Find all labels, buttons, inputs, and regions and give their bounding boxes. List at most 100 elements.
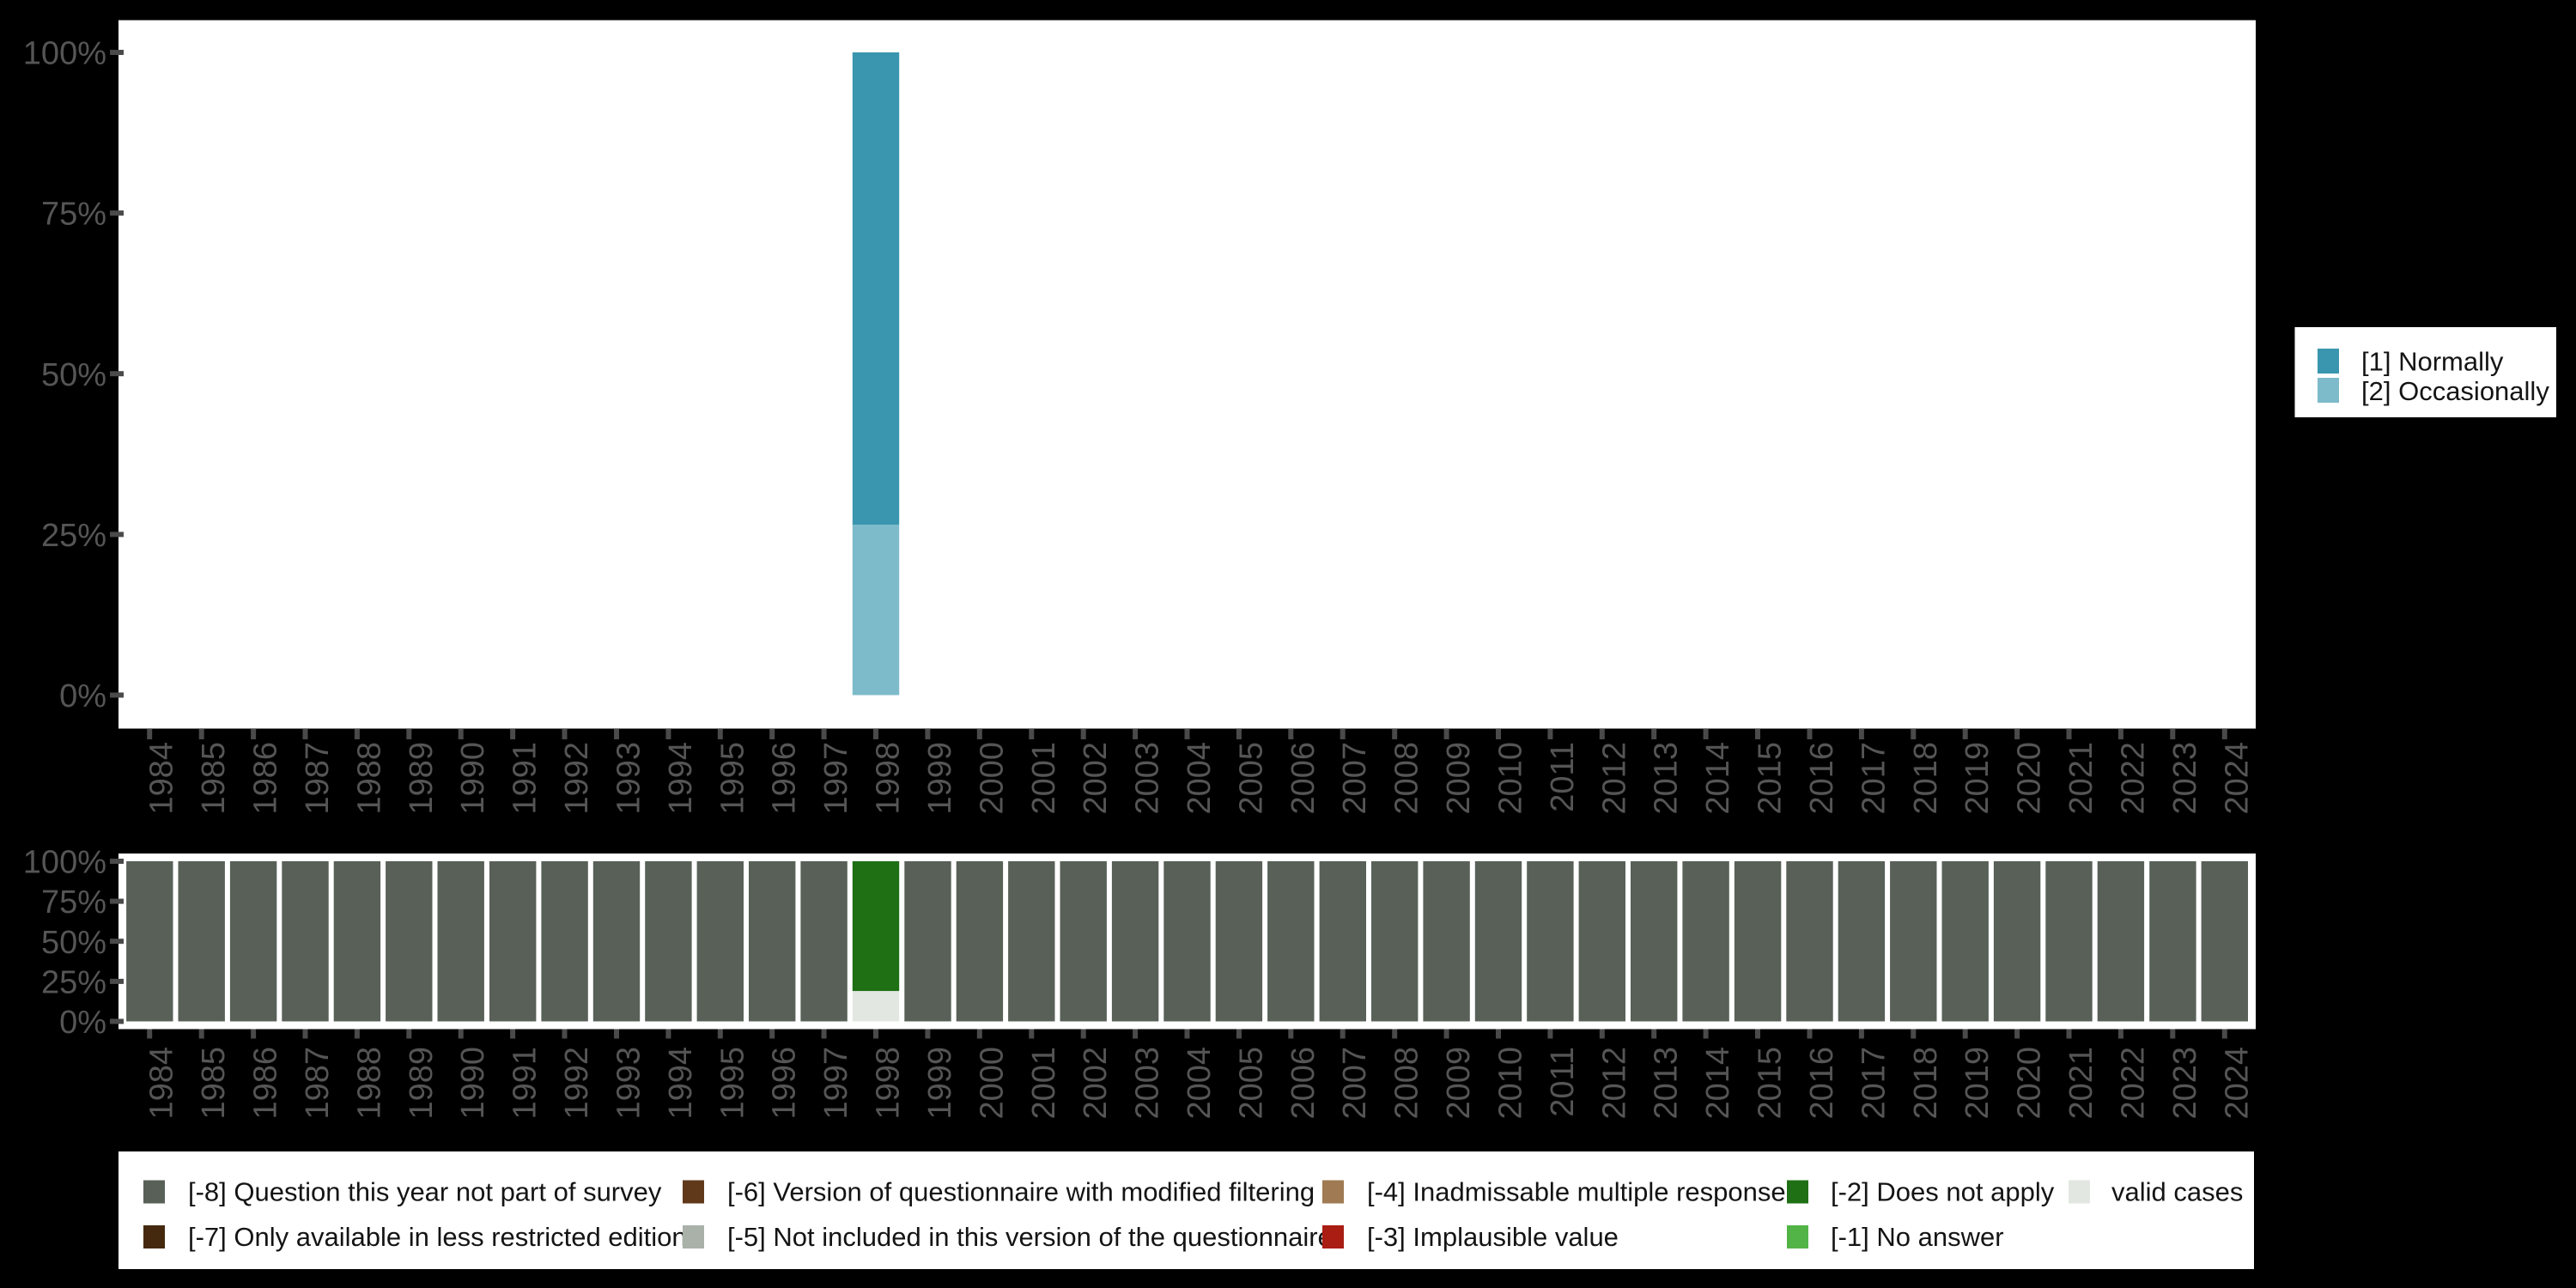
svg-text:2016: 2016: [1804, 1047, 1840, 1120]
svg-text:2005: 2005: [1233, 742, 1269, 815]
svg-text:2020: 2020: [2012, 1047, 2048, 1120]
svg-text:2003: 2003: [1130, 742, 1166, 815]
svg-text:2024: 2024: [2219, 1047, 2255, 1120]
svg-text:1999: 1999: [922, 742, 958, 815]
svg-text:2010: 2010: [1493, 742, 1529, 815]
svg-text:2013: 2013: [1649, 742, 1685, 815]
svg-text:2015: 2015: [1753, 1047, 1789, 1120]
svg-text:2004: 2004: [1182, 1047, 1218, 1120]
svg-text:1995: 1995: [714, 1047, 750, 1120]
svg-text:75%: 75%: [41, 884, 106, 920]
svg-text:2012: 2012: [1596, 1047, 1632, 1120]
svg-text:0%: 0%: [59, 1005, 106, 1041]
svg-text:1993: 1993: [611, 1047, 647, 1120]
svg-text:1994: 1994: [663, 742, 699, 815]
svg-text:[-4] Inadmissable multiple res: [-4] Inadmissable multiple response: [1367, 1177, 1786, 1207]
svg-text:1998: 1998: [871, 742, 907, 815]
svg-text:[-2] Does not apply: [-2] Does not apply: [1831, 1177, 2055, 1207]
svg-text:1989: 1989: [404, 1047, 440, 1120]
svg-text:2001: 2001: [1026, 742, 1062, 815]
svg-text:2007: 2007: [1337, 1047, 1373, 1120]
svg-text:2008: 2008: [1389, 742, 1425, 815]
svg-text:[-7] Only available in less re: [-7] Only available in less restricted e…: [188, 1222, 687, 1252]
svg-text:2018: 2018: [1908, 1047, 1944, 1120]
svg-text:1984: 1984: [144, 742, 180, 815]
svg-text:1990: 1990: [455, 1047, 491, 1120]
svg-text:1998: 1998: [871, 1047, 907, 1120]
svg-text:2000: 2000: [974, 742, 1010, 815]
svg-text:1984: 1984: [144, 1047, 180, 1120]
svg-text:2017: 2017: [1856, 742, 1892, 815]
svg-text:1986: 1986: [248, 742, 284, 815]
svg-text:2002: 2002: [1078, 742, 1114, 815]
svg-text:2021: 2021: [2063, 742, 2099, 815]
svg-text:2020: 2020: [2012, 742, 2048, 815]
svg-text:valid cases: valid cases: [2111, 1177, 2243, 1207]
svg-text:2024: 2024: [2219, 742, 2255, 815]
svg-text:2009: 2009: [1441, 1047, 1477, 1120]
svg-text:1995: 1995: [714, 742, 750, 815]
svg-text:2022: 2022: [2115, 1047, 2151, 1120]
svg-text:100%: 100%: [23, 36, 106, 72]
svg-text:1992: 1992: [559, 1047, 595, 1120]
svg-text:1987: 1987: [300, 742, 336, 815]
svg-text:1985: 1985: [196, 742, 232, 815]
svg-text:25%: 25%: [41, 964, 106, 1000]
svg-text:[2] Occasionally: [2] Occasionally: [2361, 376, 2549, 406]
svg-text:2022: 2022: [2115, 742, 2151, 815]
svg-text:2014: 2014: [1700, 742, 1736, 815]
svg-text:2023: 2023: [2167, 1047, 2203, 1120]
svg-text:2017: 2017: [1856, 1047, 1892, 1120]
svg-text:2019: 2019: [1959, 1047, 1996, 1120]
svg-text:1991: 1991: [507, 742, 544, 815]
svg-text:2006: 2006: [1285, 742, 1321, 815]
svg-text:2004: 2004: [1182, 742, 1218, 815]
svg-text:2011: 2011: [1545, 742, 1581, 812]
svg-text:2019: 2019: [1959, 742, 1996, 815]
svg-text:[-5] Not included in this vers: [-5] Not included in this version of the…: [727, 1222, 1333, 1252]
svg-text:1987: 1987: [300, 1047, 336, 1120]
svg-text:50%: 50%: [41, 925, 106, 961]
svg-text:1988: 1988: [351, 1047, 387, 1120]
svg-text:2001: 2001: [1026, 1047, 1062, 1120]
svg-text:1997: 1997: [818, 1047, 854, 1120]
svg-text:1986: 1986: [248, 1047, 284, 1120]
svg-text:1989: 1989: [404, 742, 440, 815]
svg-text:2023: 2023: [2167, 742, 2203, 815]
svg-text:2016: 2016: [1804, 742, 1840, 815]
svg-text:[-1] No answer: [-1] No answer: [1831, 1222, 2004, 1252]
svg-text:1991: 1991: [507, 1047, 544, 1120]
svg-text:2005: 2005: [1233, 1047, 1269, 1120]
svg-text:50%: 50%: [41, 357, 106, 393]
svg-text:1993: 1993: [611, 742, 647, 815]
svg-text:2015: 2015: [1753, 742, 1789, 815]
svg-text:2002: 2002: [1078, 1047, 1114, 1120]
svg-text:2006: 2006: [1285, 1047, 1321, 1120]
svg-text:[1] Normally: [1] Normally: [2361, 347, 2504, 377]
svg-text:2011: 2011: [1545, 1047, 1581, 1117]
svg-text:2021: 2021: [2063, 1047, 2099, 1120]
svg-text:0%: 0%: [59, 678, 106, 714]
svg-text:2000: 2000: [974, 1047, 1010, 1120]
svg-text:2009: 2009: [1441, 742, 1477, 815]
svg-text:1994: 1994: [663, 1047, 699, 1120]
svg-text:1999: 1999: [922, 1047, 958, 1120]
svg-text:75%: 75%: [41, 197, 106, 233]
svg-text:2007: 2007: [1337, 742, 1373, 815]
svg-text:2012: 2012: [1596, 742, 1632, 815]
svg-text:1992: 1992: [559, 742, 595, 815]
svg-text:100%: 100%: [23, 845, 106, 881]
svg-text:2003: 2003: [1130, 1047, 1166, 1120]
svg-text:[-6] Version of questionnaire: [-6] Version of questionnaire with modif…: [727, 1177, 1315, 1207]
svg-text:25%: 25%: [41, 518, 106, 554]
svg-text:2018: 2018: [1908, 742, 1944, 815]
svg-text:1985: 1985: [196, 1047, 232, 1120]
svg-text:1988: 1988: [351, 742, 387, 815]
svg-text:2010: 2010: [1493, 1047, 1529, 1120]
svg-text:1996: 1996: [767, 1047, 803, 1120]
svg-text:2013: 2013: [1649, 1047, 1685, 1120]
svg-text:1996: 1996: [767, 742, 803, 815]
svg-text:2014: 2014: [1700, 1047, 1736, 1120]
svg-text:2008: 2008: [1389, 1047, 1425, 1120]
svg-text:1990: 1990: [455, 742, 491, 815]
